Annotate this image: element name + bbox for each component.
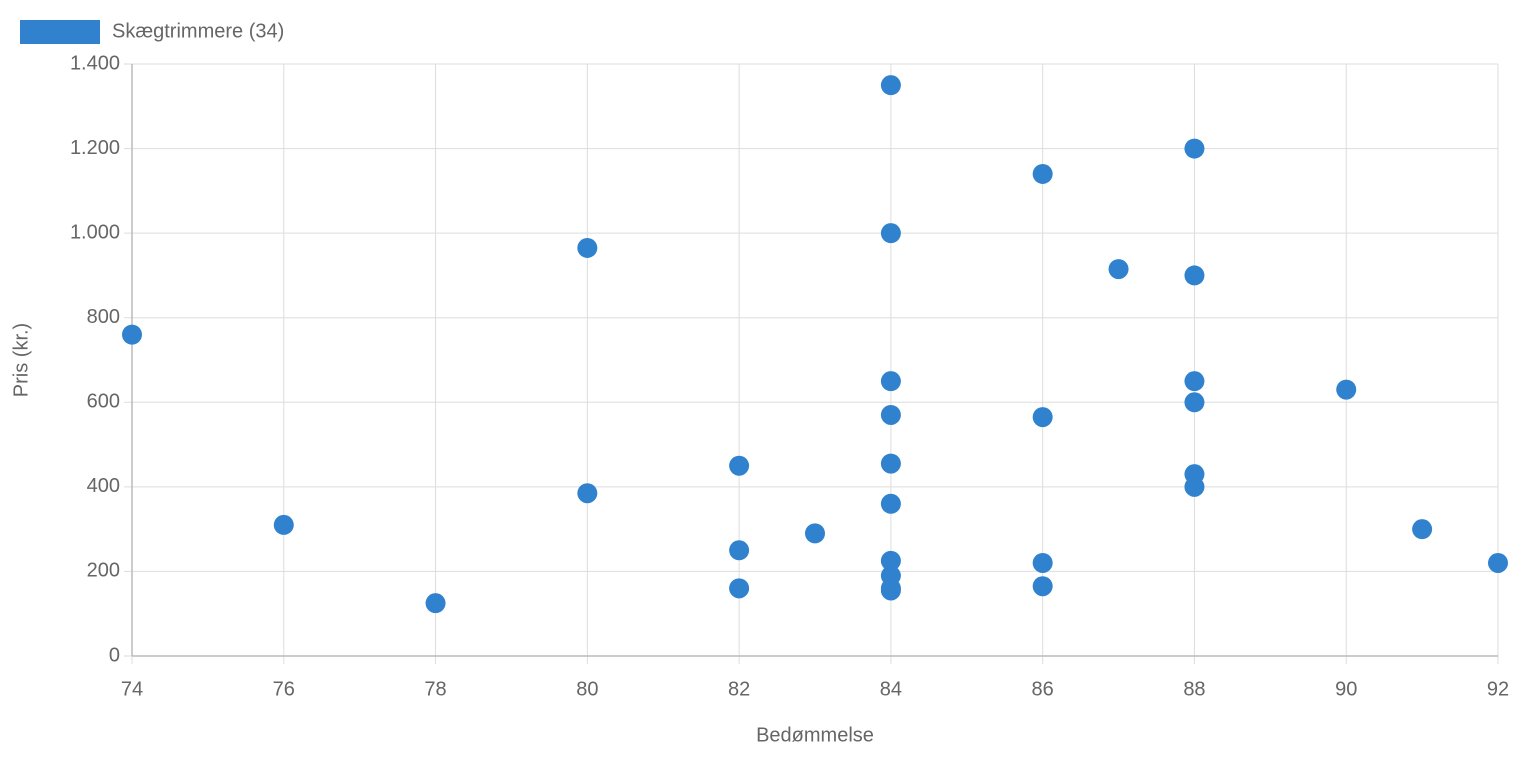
y-tick-label: 1.000 xyxy=(70,221,120,243)
y-tick-label: 600 xyxy=(87,391,120,413)
x-tick-label: 80 xyxy=(576,678,598,700)
y-tick-label: 800 xyxy=(87,306,120,328)
point xyxy=(1032,552,1053,573)
x-tick-label: 86 xyxy=(1032,678,1054,700)
point xyxy=(880,453,901,474)
point xyxy=(577,237,598,258)
y-axis-label: Pris (kr.) xyxy=(10,323,32,397)
point xyxy=(880,404,901,425)
point xyxy=(729,540,750,561)
point xyxy=(880,493,901,514)
x-tick-label: 92 xyxy=(1487,678,1509,700)
x-tick-label: 78 xyxy=(424,678,446,700)
point xyxy=(1184,476,1205,497)
point xyxy=(273,514,294,535)
point xyxy=(577,483,598,504)
x-tick-label: 90 xyxy=(1335,678,1357,700)
point xyxy=(729,578,750,599)
point xyxy=(1032,163,1053,184)
point xyxy=(880,75,901,96)
point xyxy=(880,580,901,601)
point xyxy=(880,371,901,392)
legend-label: Skægtrimmere (34) xyxy=(112,20,284,42)
point xyxy=(1336,379,1357,400)
point xyxy=(1032,407,1053,428)
y-tick-label: 0 xyxy=(109,644,120,666)
x-tick-label: 84 xyxy=(880,678,902,700)
y-tick-label: 1.200 xyxy=(70,137,120,159)
x-tick-label: 74 xyxy=(121,678,143,700)
y-tick-label: 200 xyxy=(87,560,120,582)
point xyxy=(1184,265,1205,286)
point xyxy=(1184,392,1205,413)
y-tick-label: 400 xyxy=(87,475,120,497)
point xyxy=(805,523,825,544)
point xyxy=(1184,138,1205,159)
legend-swatch xyxy=(20,20,100,44)
point xyxy=(729,455,750,476)
point xyxy=(1488,552,1508,573)
point xyxy=(1184,371,1205,392)
x-tick-label: 88 xyxy=(1183,678,1205,700)
y-tick-label: 1.400 xyxy=(70,52,120,74)
x-axis-label: Bedømmelse xyxy=(756,724,874,746)
x-tick-label: 76 xyxy=(273,678,295,700)
point xyxy=(880,550,901,571)
point xyxy=(1412,519,1433,540)
point xyxy=(122,324,142,345)
point xyxy=(1032,576,1053,597)
point xyxy=(880,223,901,244)
point xyxy=(425,593,446,614)
point xyxy=(1108,259,1129,280)
x-tick-label: 82 xyxy=(728,678,750,700)
